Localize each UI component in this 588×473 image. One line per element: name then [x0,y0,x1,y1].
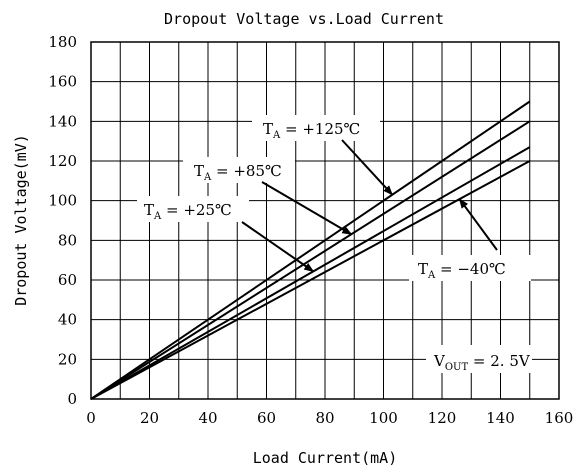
grid [91,42,559,399]
annotation-label: VOUT = 2. 5V [433,352,531,373]
x-tick-label: 160 [545,409,574,427]
y-tick-label: 40 [58,311,77,329]
x-tick-label: 20 [140,409,159,427]
y-tick-label: 60 [58,271,77,289]
y-tick-label: 0 [67,390,77,408]
series-lines [90,100,531,400]
x-tick-label: 80 [315,409,334,427]
annotation-arrow [341,139,394,196]
y-tick-label: 160 [48,73,77,91]
x-tick-label: 60 [257,409,276,427]
annotation-label: TA = +85℃ [194,162,282,183]
x-tick-label: 0 [86,409,96,427]
annotation-arrow [458,198,498,251]
y-tick-label: 80 [58,231,77,249]
y-tick-label: 20 [58,350,77,368]
series-line [90,160,531,400]
series-line [90,120,531,400]
x-axis-label: Load Current(mA) [253,449,398,467]
series-line [90,146,531,400]
annotation-background [426,345,532,373]
y-tick-label: 120 [48,152,77,170]
annotation-background [137,196,249,222]
series-line [90,100,531,400]
annotation-label: TA = −40℃ [418,260,506,281]
y-tick-label: 140 [48,112,77,130]
x-tick-label: 40 [198,409,217,427]
y-tick-label: 100 [48,192,77,210]
y-axis-label: Dropout Voltage(mV) [12,134,30,306]
tick-labels: 0 20 40 60 80 100 120 140 160 0 20 40 60 80 100 120 140 1… [48,33,573,427]
y-tick-label: 180 [48,33,77,51]
x-tick-label: 120 [428,409,457,427]
plot-frame [90,41,560,400]
x-tick-label: 100 [369,409,398,427]
annotation-background [409,255,531,281]
annotation-label: TA = +125℃ [263,120,360,141]
annotation-background [252,115,380,141]
x-tick-label: 140 [486,409,515,427]
annotations: TA = +125℃ TA = +85℃ TA = +25℃ TA = −40℃ VOU… [137,115,532,373]
annotation-background [183,157,295,183]
annotation-arrow [261,181,353,236]
chart-title: Dropout Voltage vs.Load Current [164,10,444,28]
annotation-arrow [241,221,315,273]
annotation-label: TA = +25℃ [144,201,232,222]
